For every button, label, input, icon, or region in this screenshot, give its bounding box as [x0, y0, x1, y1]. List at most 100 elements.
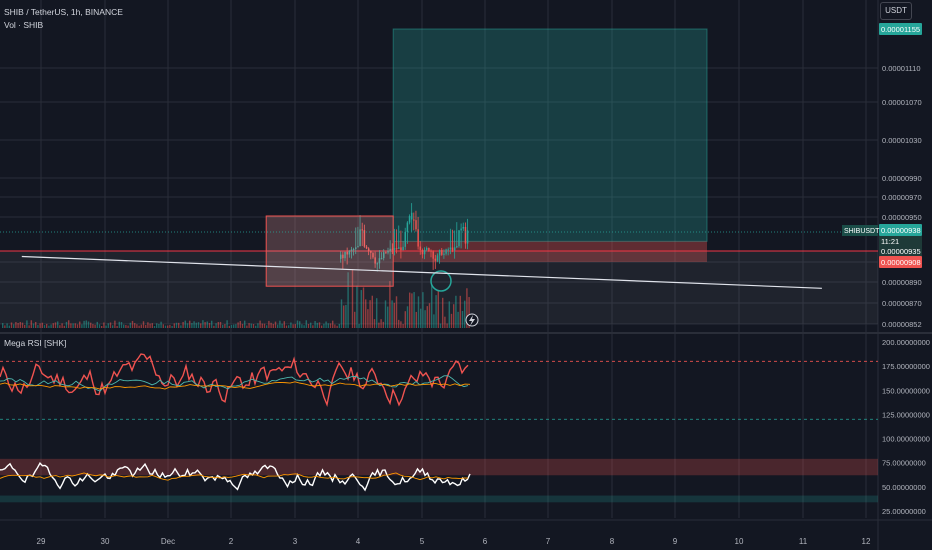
volume-bar: [118, 321, 120, 328]
volume-bar: [131, 320, 134, 328]
volume-bar: [15, 322, 17, 328]
volume-bar: [26, 320, 28, 328]
volume-bar: [356, 285, 358, 328]
volume-bar: [354, 311, 356, 328]
volume-bar: [228, 325, 230, 328]
volume-bar: [237, 322, 239, 328]
volume-bar: [446, 323, 448, 328]
volume-bars: [2, 269, 470, 328]
volume-bar: [173, 323, 175, 328]
volume-bar: [162, 324, 164, 328]
volume-bar: [343, 305, 345, 328]
volume-bar: [57, 321, 59, 328]
volume-bar: [248, 323, 250, 328]
time-tick-label: 11: [799, 537, 808, 546]
time-tick-label: 12: [862, 537, 871, 546]
volume-bar: [136, 324, 138, 328]
candle-body: [357, 246, 359, 248]
volume-bar: [426, 306, 428, 328]
volume-bar: [171, 325, 173, 328]
position-label-bg: [842, 225, 878, 236]
volume-bar: [85, 320, 87, 328]
volume-bar: [340, 299, 343, 328]
volume-bar: [422, 292, 424, 328]
volume-bar: [105, 325, 107, 328]
rsi-band-c: [0, 495, 878, 503]
volume-bar: [464, 300, 466, 328]
volume-label: Vol · SHIB: [4, 20, 44, 30]
volume-bar: [332, 320, 334, 328]
volume-bar: [274, 321, 277, 328]
volume-bar: [459, 295, 461, 328]
volume-bar: [94, 324, 96, 328]
trendline: [21, 255, 822, 289]
volume-bar: [402, 323, 404, 328]
candle-body: [404, 231, 406, 247]
volume-bar: [415, 311, 417, 328]
volume-bar: [114, 320, 116, 328]
candle-body: [355, 247, 357, 250]
candle-body: [447, 249, 449, 251]
volume-bar: [327, 323, 329, 328]
time-tick-label: 8: [610, 537, 615, 546]
stop-price-tag: 0.00000908: [881, 258, 921, 267]
volume-bar: [250, 323, 252, 328]
volume-bar: [259, 320, 261, 328]
volume-bar: [134, 323, 136, 328]
volume-bar: [70, 323, 72, 328]
volume-bar: [81, 324, 83, 328]
volume-bar: [74, 323, 76, 328]
volume-bar: [197, 322, 200, 328]
mid-price-tag: 0.00000935: [881, 247, 921, 256]
volume-bar: [182, 322, 184, 328]
highlight-circle: [430, 270, 452, 292]
volume-bar: [68, 320, 70, 328]
volume-bar: [437, 290, 439, 328]
candle-body: [434, 258, 437, 261]
volume-bar: [334, 324, 336, 328]
time-tick-label: 3: [293, 537, 298, 546]
candle-body: [361, 229, 363, 231]
candle-body: [423, 249, 426, 255]
candle-body: [348, 250, 351, 255]
volume-bar: [371, 295, 373, 328]
price-tick-label: 0.00001030: [882, 136, 922, 145]
volume-bar: [24, 324, 26, 328]
volume-bar: [107, 323, 109, 328]
rsi-signal-line: [0, 375, 469, 392]
time-tick-label: 5: [420, 537, 425, 546]
volume-bar: [63, 325, 65, 328]
volume-bar: [213, 325, 215, 328]
volume-bar: [206, 321, 208, 328]
volume-bar: [211, 320, 213, 328]
time-tick-label: 7: [546, 537, 551, 546]
volume-bar: [270, 322, 272, 328]
volume-bar: [435, 295, 437, 328]
volume-bar: [376, 298, 378, 328]
volume-bar: [202, 320, 204, 328]
candle-body: [374, 257, 376, 264]
rsi-tick-label: 25.00000000: [882, 507, 926, 516]
grid-lines: [0, 0, 878, 518]
candle-body: [376, 263, 379, 265]
volume-bar: [28, 325, 30, 328]
time-tick-label: Dec: [161, 537, 175, 546]
currency-button[interactable]: USDT: [880, 2, 912, 20]
volume-bar: [48, 325, 50, 328]
candle-body: [363, 230, 366, 247]
volume-bar: [92, 324, 94, 328]
candle-body: [456, 246, 458, 248]
volume-bar: [2, 323, 4, 328]
volume-bar: [230, 324, 233, 328]
volume-bar: [292, 324, 294, 328]
volume-bar: [54, 322, 57, 328]
volume-bar: [351, 269, 354, 328]
volume-bar: [395, 296, 398, 328]
volume-bar: [393, 302, 395, 328]
countdown-tag: 11:21: [881, 237, 899, 246]
rsi-tick-label: 50.00000000: [882, 483, 926, 492]
volume-bar: [98, 324, 101, 328]
candle-body: [413, 219, 415, 221]
